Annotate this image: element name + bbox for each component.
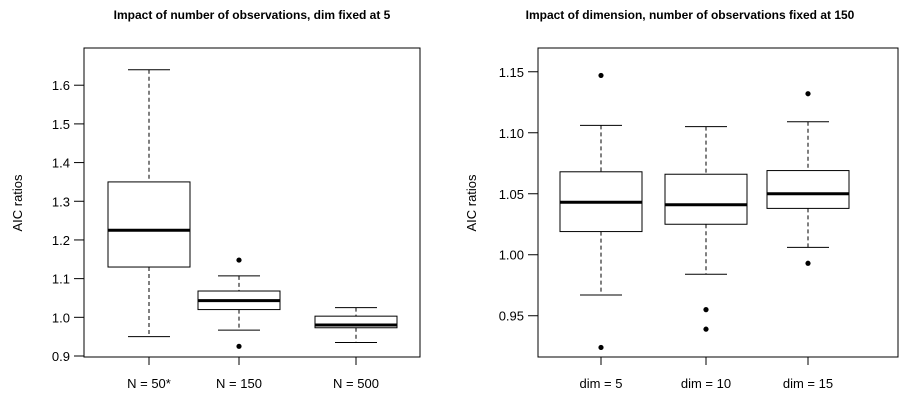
panel-2-ytick-label: 1.05 <box>499 187 524 202</box>
panel-2-outlier-point <box>703 326 709 332</box>
panel-2-ytick-label: 1.15 <box>499 65 524 80</box>
panel-2-ytick-label: 1.10 <box>499 126 524 141</box>
panel-2-ytick-label: 0.95 <box>499 309 524 324</box>
panel-1-ytick-label: 1.6 <box>52 78 70 93</box>
panel-2-xtick-label: dim = 5 <box>580 376 623 391</box>
panel-2-frame <box>537 47 899 358</box>
panel-1-ylabel: AIC ratios <box>10 174 25 232</box>
panel-1-xtick-label: N = 50* <box>127 376 171 391</box>
panel-1-title: Impact of number of observations, dim fi… <box>114 8 391 22</box>
panel-1-box <box>314 315 398 329</box>
panel-2-outlier-point <box>598 344 604 351</box>
panel-2-outlier-point <box>598 72 604 79</box>
panel-1-ytick-label: 1.2 <box>52 233 70 248</box>
panel-1-ytick-label: 1.1 <box>52 272 70 287</box>
panel-1-ytick-label: 1.3 <box>52 194 70 209</box>
panel-1-ytick-label: 1.4 <box>52 156 70 171</box>
panel-2-xtick-label: dim = 10 <box>681 376 731 391</box>
panel-1-ytick-label: 1.0 <box>52 310 70 325</box>
panel-2-box <box>766 170 850 209</box>
panel-1-xtick-label: N = 150 <box>216 376 262 391</box>
panel-1-outlier-point <box>236 257 242 263</box>
panel-2-box <box>664 173 748 225</box>
panel-1-outlier-point <box>236 343 242 349</box>
panel-2-xtick-label: dim = 15 <box>783 376 833 391</box>
panel-1-ytick-label: 0.9 <box>52 349 70 364</box>
panel-2-ylabel: AIC ratios <box>464 174 479 232</box>
panel-2-outlier-point <box>805 260 811 266</box>
panel-1-box <box>107 181 191 268</box>
panel-1-xtick-label: N = 500 <box>333 376 379 391</box>
panel-1-ytick-label: 1.5 <box>52 117 70 132</box>
panel-2-outlier-point <box>805 91 811 97</box>
panel-1-frame <box>83 47 421 358</box>
panel-2-ytick-label: 1.00 <box>499 248 524 263</box>
panel-2-outlier-point <box>703 307 709 313</box>
panel-2-title: Impact of dimension, number of observati… <box>526 8 855 22</box>
